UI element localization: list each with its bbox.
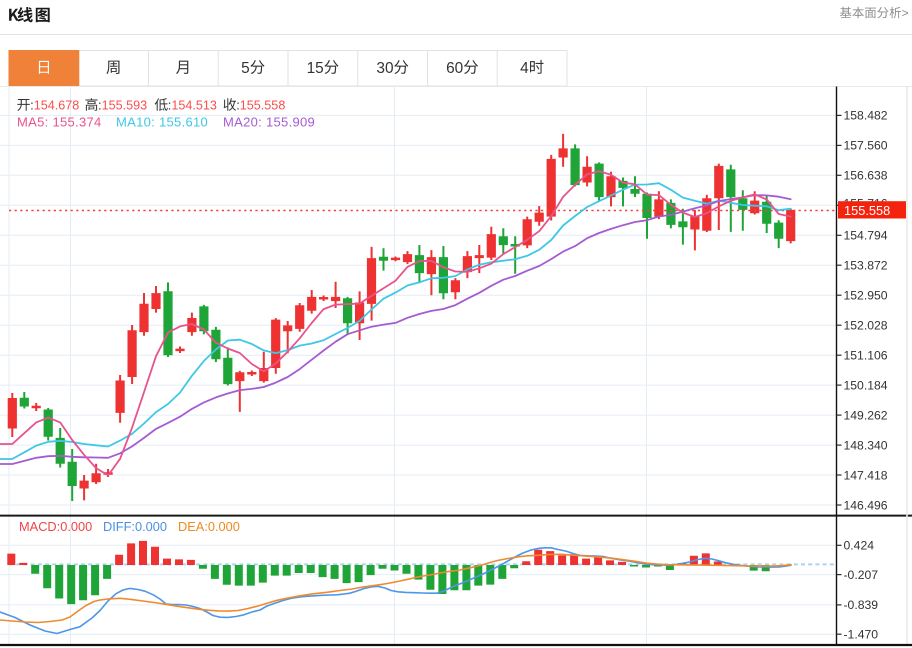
svg-text:MA20: 155.909: MA20: 155.909 [223,115,315,130]
svg-text::: : [236,98,240,113]
svg-text:151.106: 151.106 [844,349,888,363]
svg-text:148.340: 148.340 [844,438,888,452]
svg-text:156.638: 156.638 [844,169,888,183]
svg-text::: : [168,98,172,113]
svg-text:149.262: 149.262 [844,408,888,422]
svg-text:60: 60 [446,60,463,77]
svg-text:152.950: 152.950 [844,289,888,303]
svg-text:153.872: 153.872 [844,259,888,273]
svg-text:5: 5 [241,60,250,77]
svg-text:150.184: 150.184 [844,378,888,392]
svg-text:155.558: 155.558 [240,99,286,113]
svg-text:-0.839: -0.839 [844,598,879,612]
svg-text:15: 15 [307,60,324,77]
svg-text:DIFF:0.000: DIFF:0.000 [103,519,167,534]
svg-text:154.678: 154.678 [34,99,80,113]
svg-text:154.794: 154.794 [844,229,888,243]
svg-text:154.513: 154.513 [171,99,217,113]
svg-text:MACD:0.000: MACD:0.000 [19,519,92,534]
svg-text:MA5: 155.374: MA5: 155.374 [17,115,102,130]
svg-text:-0.207: -0.207 [844,568,879,582]
svg-text:30: 30 [376,60,393,77]
svg-text::: : [98,98,102,113]
svg-text:158.482: 158.482 [844,109,888,123]
svg-text:DEA:0.000: DEA:0.000 [178,519,240,534]
svg-text:>: > [902,6,909,20]
svg-text:147.418: 147.418 [844,468,888,482]
svg-text:4: 4 [520,60,529,77]
svg-text:MA10: 155.610: MA10: 155.610 [116,115,208,130]
svg-text:0.424: 0.424 [844,539,875,553]
svg-text:155.593: 155.593 [102,99,148,113]
svg-text:152.028: 152.028 [844,319,888,333]
svg-text:155.558: 155.558 [844,203,890,218]
svg-text::: : [30,98,34,113]
svg-text:-1.470: -1.470 [844,628,879,642]
svg-text:157.560: 157.560 [844,139,888,153]
svg-text:146.496: 146.496 [844,498,888,512]
